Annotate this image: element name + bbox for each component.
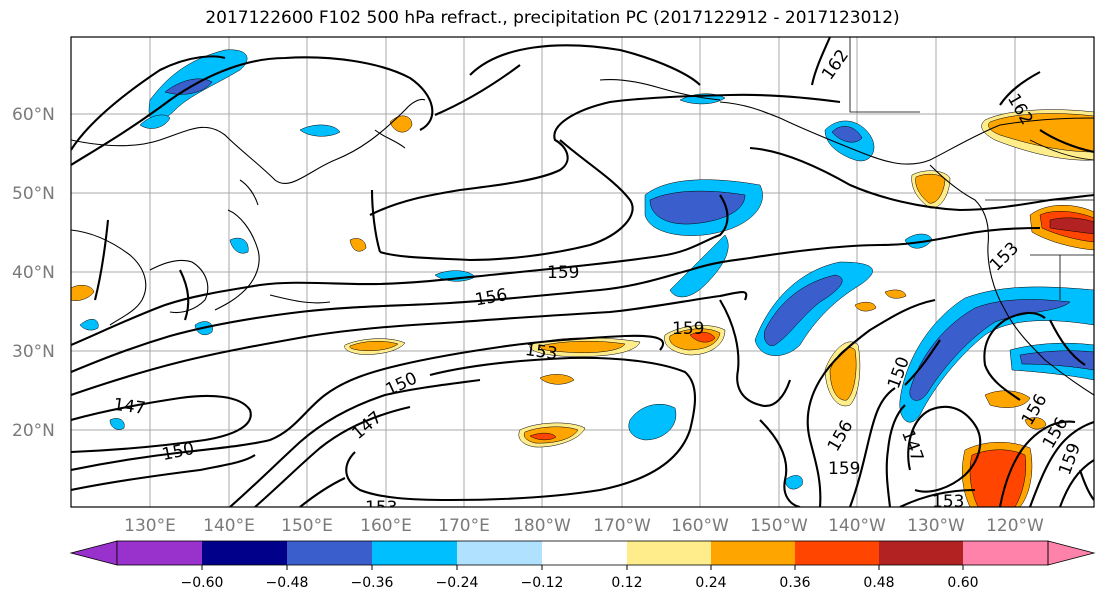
colorbar-segment: [627, 541, 711, 565]
colorbar-tick-label: −0.24: [436, 575, 479, 591]
colorbar-segment: [795, 541, 879, 565]
colorbar-tick-label: −0.60: [181, 575, 224, 591]
colorbar-tick-label: 0.12: [611, 575, 642, 591]
colorbar-segment: [117, 541, 202, 565]
colorbar-tick-label: 0.60: [947, 575, 978, 591]
colorbar-right-extension: [1047, 540, 1096, 566]
refractivity-contours: [71, 37, 1094, 507]
colorbar-segment: [963, 541, 1048, 565]
lon-label: 170°E: [438, 516, 490, 536]
contour-label: 159: [547, 263, 579, 283]
lon-label: 160°E: [360, 516, 412, 536]
lon-label: 170°W: [593, 516, 651, 536]
colorbar-left-extension: [69, 540, 118, 566]
coastlines: [71, 78, 1094, 396]
political-borders: [849, 37, 1094, 300]
colorbar-segment: [372, 541, 457, 565]
longitude-axis: 130°E 140°E 150°E 160°E 170°E 180°W 170°…: [124, 516, 1044, 536]
lat-label: 50°N: [12, 184, 55, 204]
lat-label: 40°N: [12, 263, 55, 283]
colorbar-tick-label: 0.24: [695, 575, 726, 591]
lon-label: 150°W: [750, 516, 808, 536]
lat-label: 30°N: [12, 342, 55, 362]
contour-label: 153: [932, 492, 964, 512]
lon-label: 140°W: [828, 516, 886, 536]
colorbar-tick-label: −0.12: [521, 575, 564, 591]
precip-positive-fields: [71, 109, 1094, 507]
precip-negative-fields: [79, 49, 1094, 490]
contour-label: 153: [365, 498, 397, 518]
colorbar-segment: [711, 541, 795, 565]
colorbar-tick-label: −0.36: [351, 575, 394, 591]
map-title: 2017122600 F102 500 hPa refract., precip…: [205, 8, 900, 28]
latitude-axis: 60°N 50°N 40°N 30°N 20°N: [12, 105, 55, 441]
lon-label: 130°E: [124, 516, 176, 536]
colorbar-tick-label: −0.48: [266, 575, 309, 591]
gridlines: [71, 37, 1094, 507]
contour-label: 159: [828, 459, 860, 479]
contour-label: 153: [524, 340, 559, 364]
colorbar-segment: [542, 541, 627, 565]
colorbar-tick-label: 0.48: [863, 575, 894, 591]
lat-label: 20°N: [12, 421, 55, 441]
lon-label: 150°E: [281, 516, 333, 536]
contour-label: 147: [112, 395, 147, 419]
colorbar-segment: [879, 541, 963, 565]
colorbar-segment: [287, 541, 372, 565]
colorbar-tick-label: 0.36: [779, 575, 810, 591]
map-frame: [70, 36, 1095, 508]
lon-label: 140°E: [203, 516, 255, 536]
lon-label: 160°W: [671, 516, 729, 536]
lat-label: 60°N: [12, 105, 55, 125]
lon-label: 180°W: [513, 516, 571, 536]
colorbar-frame: [116, 540, 1049, 566]
contour-label: 159: [672, 319, 704, 339]
colorbar: −0.60 −0.48 −0.36 −0.24 −0.12 0.12 0.24 …: [69, 540, 1096, 591]
lon-label: 130°W: [907, 516, 965, 536]
colorbar-segment: [457, 541, 542, 565]
lon-label: 120°W: [986, 516, 1044, 536]
colorbar-segment: [202, 541, 287, 565]
